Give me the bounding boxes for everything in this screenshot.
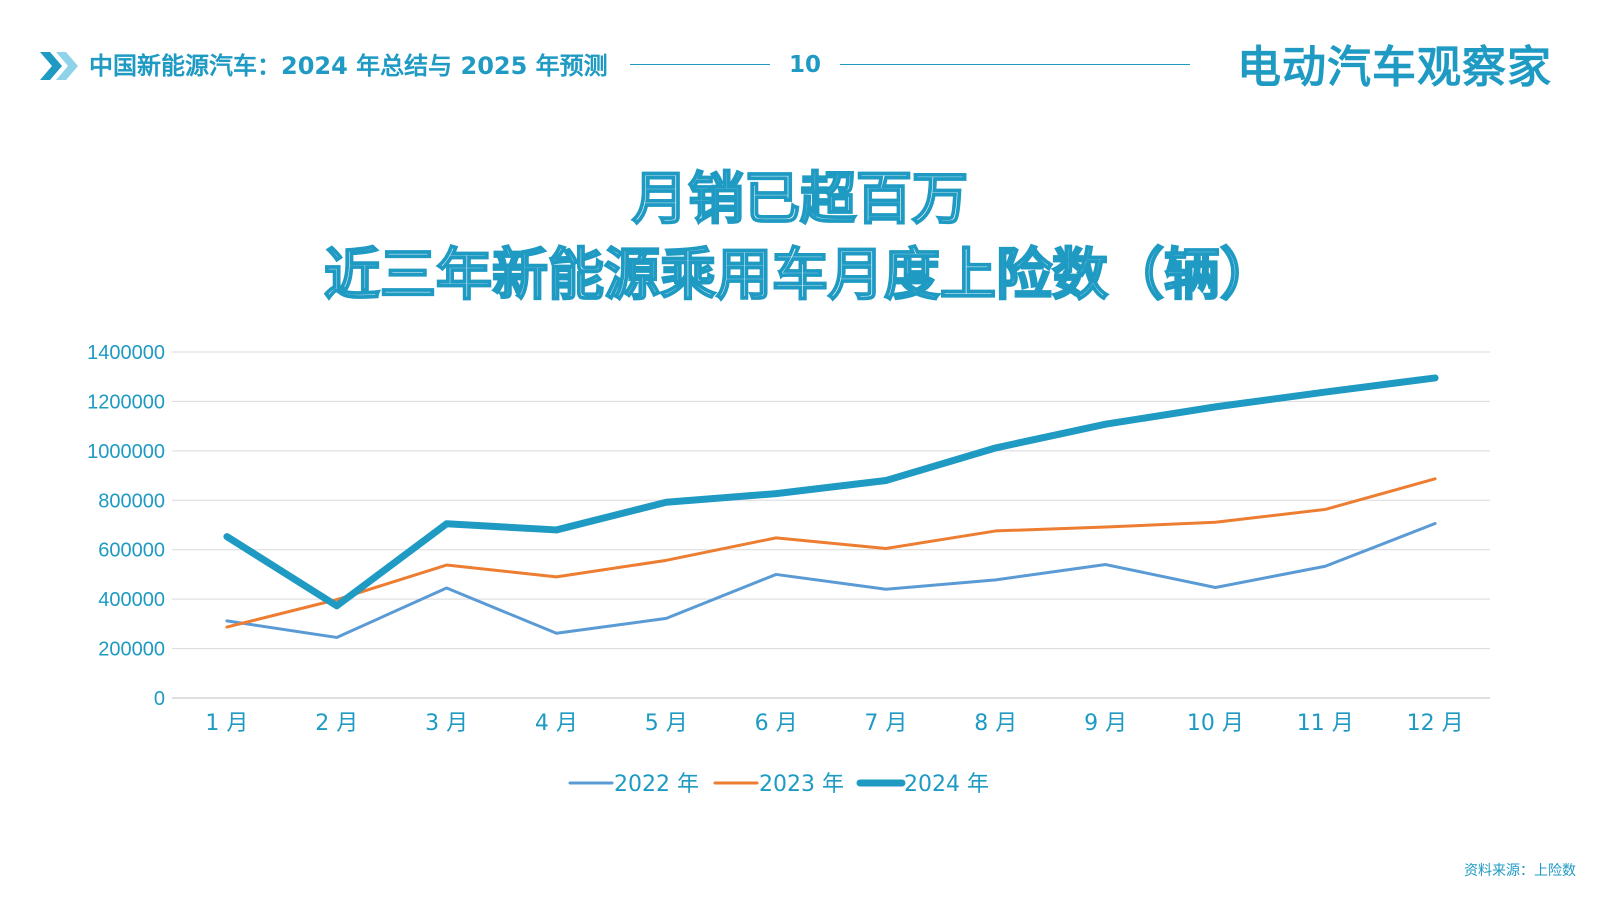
header-divider-right: [840, 64, 1190, 65]
brand-logo: 电动汽车观察家: [1237, 42, 1552, 93]
x-tick-label: 3 月: [425, 711, 468, 736]
page-number: 10: [788, 52, 821, 78]
line-chart: 0 200000 400000 600000 800000 1000000 1200000 1…: [87, 342, 1490, 797]
legend-label: 2023 年: [759, 772, 844, 797]
y-tick-label: 400000: [98, 589, 165, 611]
chart-title-line-2: 近三年新能源乘用车月度上险数（辆）: [323, 242, 1277, 309]
y-tick-label: 200000: [98, 639, 165, 661]
series-line-2: [225, 477, 1437, 629]
x-tick-label: 1 月: [205, 711, 248, 736]
report-title: 中国新能源汽车：2024 年总结与 2025 年预测: [89, 52, 608, 80]
y-tick-label: 1000000: [87, 441, 165, 463]
source-note: 资料来源：上险数: [1464, 863, 1576, 879]
x-tick-label: 11 月: [1297, 711, 1354, 736]
y-tick-label: 600000: [98, 540, 165, 562]
header-divider-left: [630, 64, 770, 65]
x-tick-label: 4 月: [535, 711, 578, 736]
legend-label: 2022 年: [614, 772, 699, 797]
series-line-3: [223, 374, 1439, 610]
x-tick-label: 7 月: [864, 711, 907, 736]
double-chevron-right-icon: [40, 52, 78, 80]
y-tick-label: 0: [154, 688, 165, 710]
series-line-1: [225, 522, 1437, 639]
x-tick-label: 8 月: [974, 711, 1017, 736]
x-tick-label: 5 月: [645, 711, 688, 736]
x-tick-label: 2 月: [315, 711, 358, 736]
y-tick-label: 1200000: [87, 391, 165, 413]
legend-label: 2024 年: [904, 772, 989, 797]
chart-title-line-1: 月销已超百万: [631, 166, 969, 233]
x-tick-label: 10 月: [1187, 711, 1244, 736]
x-tick-label: 6 月: [755, 711, 798, 736]
y-tick-label: 1400000: [87, 342, 165, 364]
x-tick-label: 12 月: [1407, 711, 1464, 736]
chart-title: 月销已超百万 近三年新能源乘用车月度上险数（辆）: [0, 162, 1600, 314]
x-tick-label: 9 月: [1084, 711, 1127, 736]
y-tick-label: 800000: [98, 490, 165, 512]
